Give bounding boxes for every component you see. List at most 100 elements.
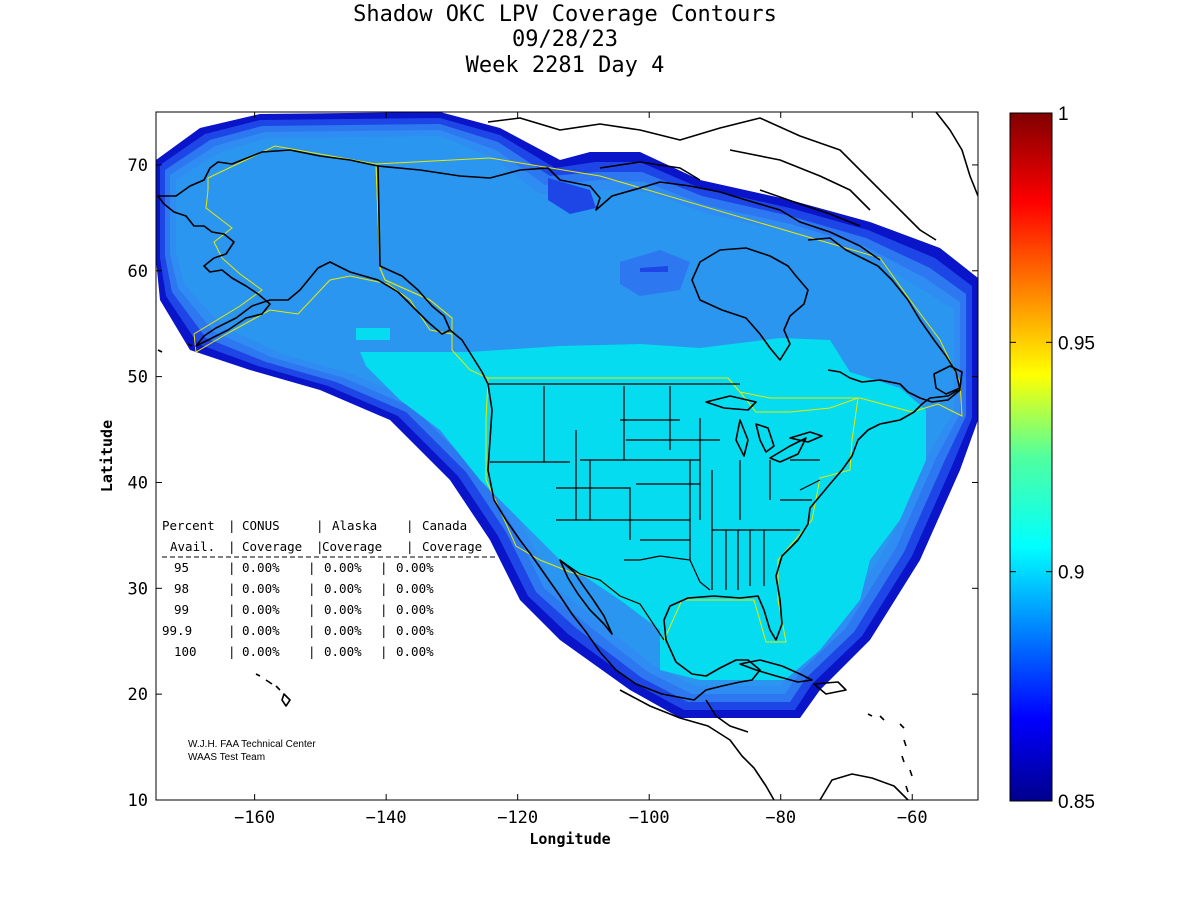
table-sep: | [228,518,236,533]
coverage-contours [156,112,978,718]
credit-line-1: W.J.H. FAA Technical Center [188,739,316,750]
table-cell-percent: 99 [174,602,189,617]
table-cell-conus: 0.00% [242,602,280,617]
table-sep: | [228,560,236,575]
table-cell-conus: 0.00% [242,581,280,596]
table-rows: 95 | 0.00% | 0.00% | 0.00% 98 | 0.00% | 0.00% | 0.00%… [162,560,434,659]
conus-land-border [488,383,821,641]
table-sep: | [228,539,236,554]
table-sep: | [380,644,388,659]
greenland-coastline [935,112,978,197]
colorbar-tick-label: 0.85 [1058,792,1095,813]
y-tick-label: 70 [128,156,148,176]
y-tick-label: 30 [128,579,148,599]
table-cell-percent: 100 [174,644,197,659]
plot-frame [155,111,979,801]
table-header-alaska: Alaska [332,518,377,533]
credit-block: W.J.H. FAA Technical Center WAAS Test Te… [188,739,316,763]
chart-title: Shadow OKC LPV Coverage Contours 09/28/2… [353,2,777,78]
x-tick-label: −100 [629,808,670,828]
table-sep: | [316,518,324,533]
table-subheader-canada: Coverage [422,539,482,554]
table-sep: | [316,539,324,554]
coverage-dip [620,250,690,296]
table-header-canada: Canada [422,518,467,533]
table-sep: | [228,581,236,596]
y-tick-label: 60 [128,262,148,282]
canada-region-outline [375,157,963,417]
table-sep: | [228,623,236,638]
x-axis-label: Longitude [529,830,610,848]
colorbar-tick-label: 1 [1058,104,1069,125]
south-america-coastline [819,773,909,800]
table-subheader-alaska: Coverage [322,539,382,554]
x-tick-label: −120 [497,808,538,828]
table-cell-percent: 95 [174,560,189,575]
table-sep: | [308,644,316,659]
table-cell-canada: 0.00% [396,602,434,617]
y-axis-label: Latitude [98,420,116,492]
table-subheader-conus: Coverage [242,539,302,554]
newfoundland-coastline [933,365,963,395]
aleutian-islands [157,343,193,353]
title-line-2: 09/28/23 [512,27,618,52]
y-tick-label: 20 [128,685,148,705]
table-cell-alaska: 0.00% [324,623,362,638]
table-header-percent: Percent [162,518,215,533]
table-cell-percent: 98 [174,581,189,596]
table-cell-conus: 0.00% [242,623,280,638]
cuba-coastline [739,659,813,683]
table-sep: | [380,560,388,575]
coverage-inner-south [360,338,926,680]
arctic-islands [487,117,937,241]
colorbar-tick-label: 0.95 [1058,333,1095,354]
table-sep: | [380,623,388,638]
colorbar: 1 0.95 0.9 0.85 [1009,104,1095,813]
colorbar-gradient [1009,112,1053,802]
table-cell-canada: 0.00% [396,560,434,575]
table-cell-canada: 0.00% [396,644,434,659]
baja-coastline [559,559,613,635]
table-sep: | [308,623,316,638]
x-tick-label: −140 [366,808,407,828]
x-tick-label: −60 [897,808,928,828]
conus-region-outline [485,377,859,643]
great-lakes [705,395,823,463]
pacific-coastline [449,329,959,701]
table-sep: | [308,602,316,617]
table-cell-percent: 99.9 [162,623,192,638]
title-line-1: Shadow OKC LPV Coverage Contours [353,2,777,27]
table-header-conus: CONUS [242,518,280,533]
table-sep: | [228,644,236,659]
coverage-table: Percent | CONUS | Alaska | Canada Avail.… [162,518,498,659]
x-tick-label: −160 [234,808,275,828]
coverage-dip-core [640,266,668,272]
table-cell-canada: 0.00% [396,623,434,638]
credit-line-2: WAAS Test Team [188,752,265,763]
y-tick-label: 40 [128,473,148,493]
coverage-inner-south-patch [356,328,390,340]
table-sep: | [380,581,388,596]
table-cell-conus: 0.00% [242,560,280,575]
table-cell-canada: 0.00% [396,581,434,596]
y-tick-label: 10 [128,791,148,811]
hawaii-islands [255,673,291,707]
coverage-dip-arctic [548,178,596,214]
table-subheader-avail: Avail. [170,539,215,554]
labrador-coastline [807,237,961,403]
table-cell-alaska: 0.00% [324,602,362,617]
service-region-outlines [193,145,963,643]
central-america-coastline [619,689,775,800]
table-cell-alaska: 0.00% [324,644,362,659]
table-cell-alaska: 0.00% [324,560,362,575]
table-sep: | [308,560,316,575]
table-cell-conus: 0.00% [242,644,280,659]
canada-arctic-coastline [377,165,881,261]
y-tick-label: 50 [128,368,148,388]
x-tick-label: −80 [765,808,796,828]
caribbean-islands [867,713,913,793]
coastlines [157,112,978,800]
colorbar-tick-label: 0.9 [1058,563,1084,584]
table-sep: | [406,518,414,533]
